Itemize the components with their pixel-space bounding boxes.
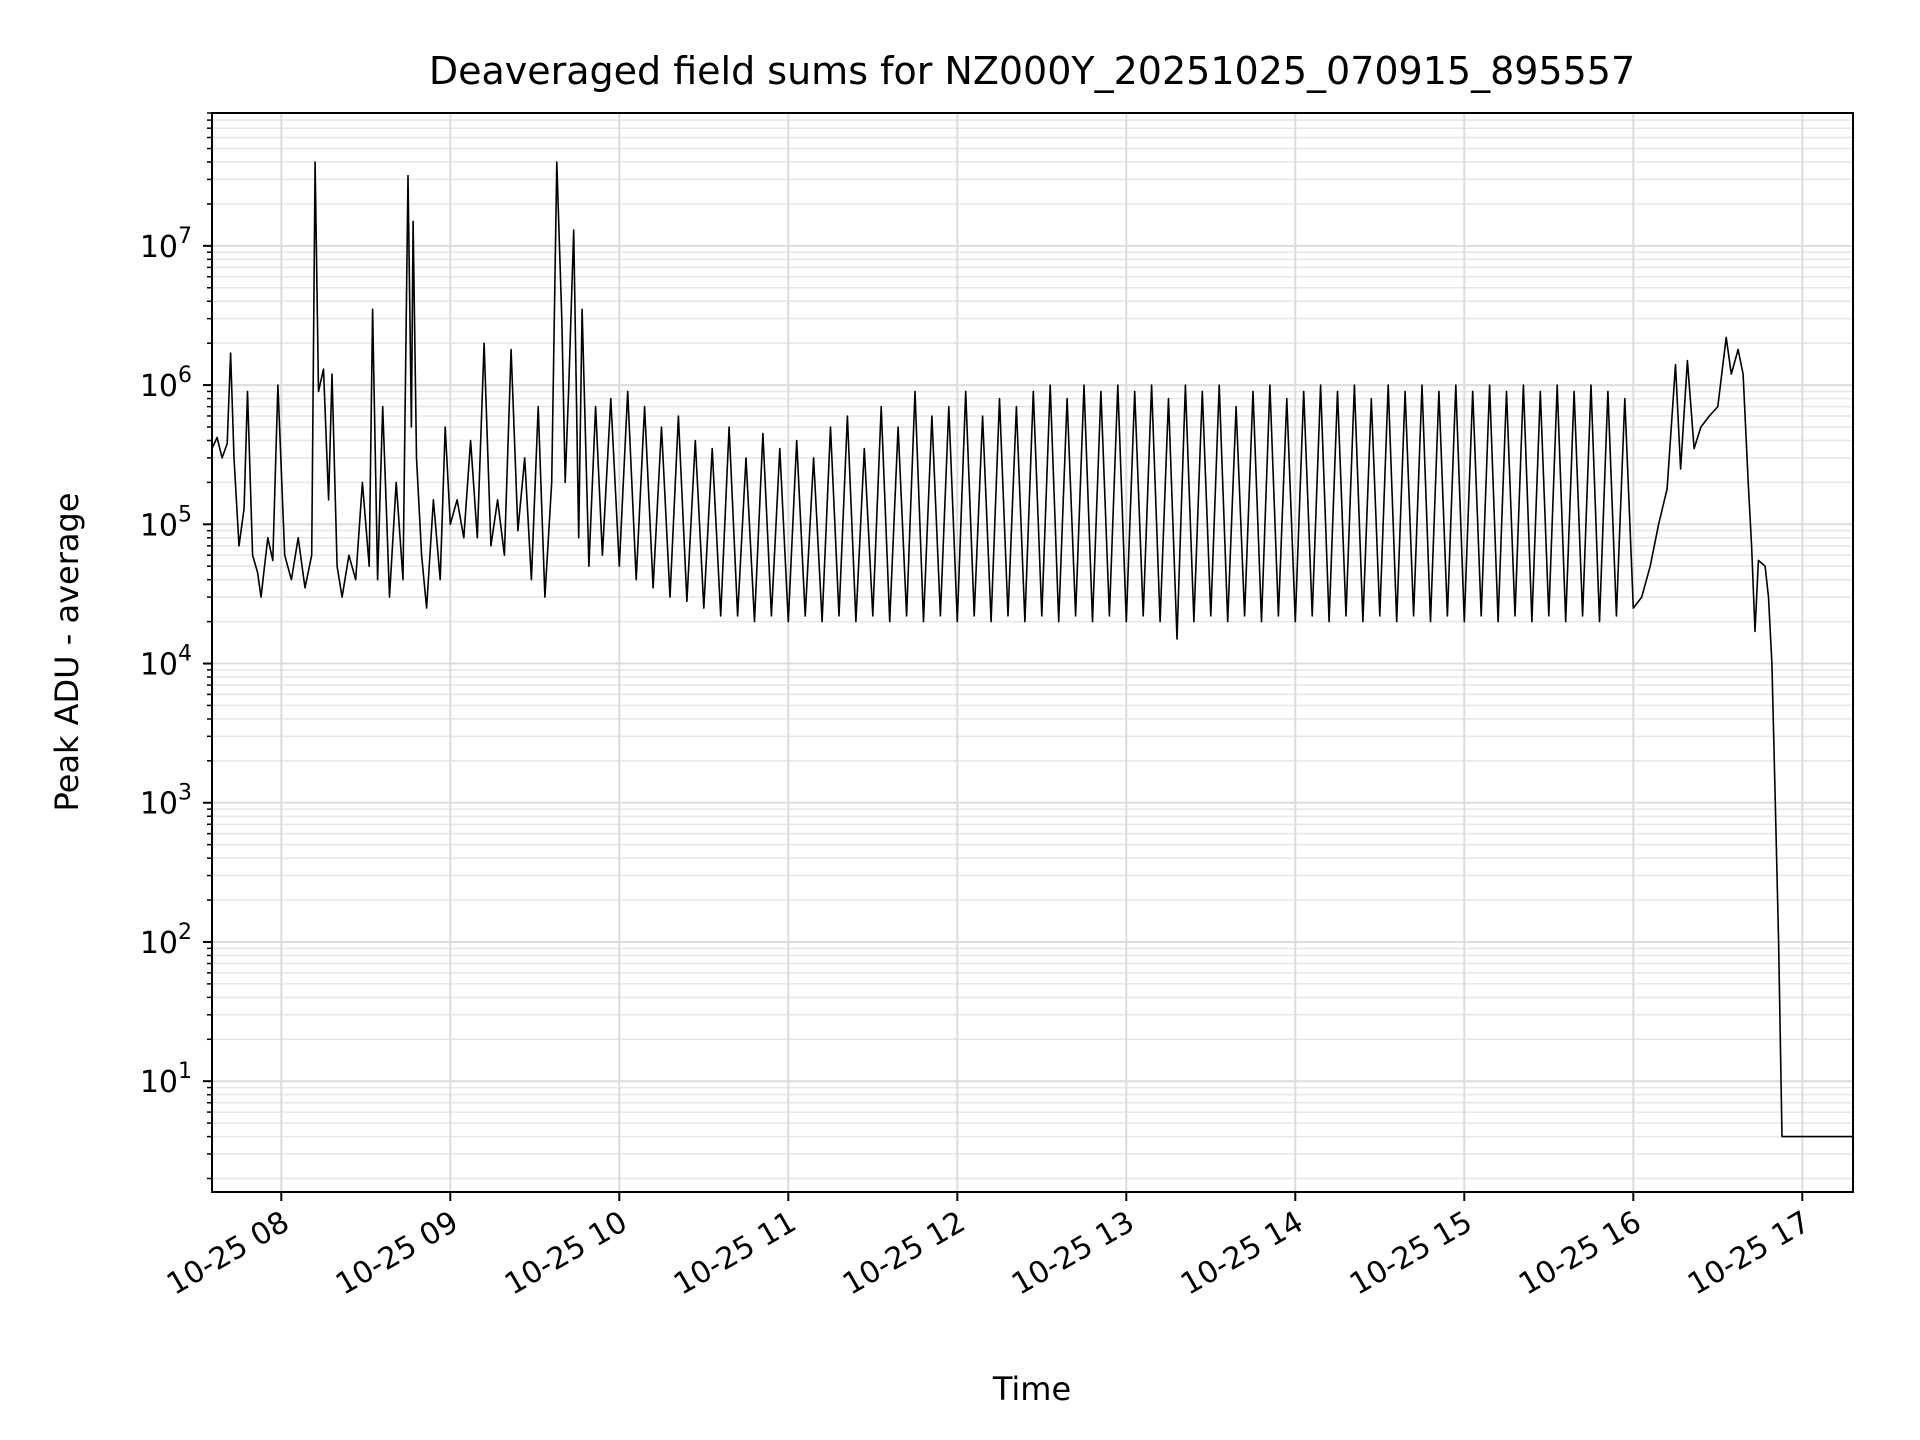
axis-ticks [203,112,1804,1201]
series-line [211,161,1853,1138]
y-tick-base: 10 [140,1065,178,1100]
chart-title: Deaveraged field sums for NZ000Y_2025102… [429,49,1635,93]
y-tick-base: 10 [140,369,178,404]
y-tick-label: 104 [140,642,192,683]
y-tick-exponent: 5 [178,502,192,527]
y-tick-exponent: 4 [178,642,192,667]
y-tick-label: 106 [140,363,192,404]
y-tick-label: 107 [140,224,192,265]
y-tick-base: 10 [140,230,178,265]
y-tick-exponent: 6 [178,363,192,388]
y-tick-exponent: 7 [178,224,192,249]
series-layer [211,161,1853,1138]
y-tick-label: 103 [140,781,192,822]
y-tick-base: 10 [140,926,178,961]
y-tick-base: 10 [140,648,178,683]
y-tick-exponent: 1 [178,1059,192,1084]
y-tick-exponent: 2 [178,920,192,945]
y-tick-base: 10 [140,508,178,543]
grid [212,112,1853,1192]
y-tick-label: 105 [140,502,192,543]
x-axis-title: Time [992,1370,1071,1408]
y-axis-title: Peak ADU - average [48,493,86,812]
y-tick-base: 10 [140,787,178,822]
y-tick-label: 101 [140,1059,192,1100]
y-tick-label: 102 [140,920,192,961]
y-tick-exponent: 3 [178,781,192,806]
plot-frame [211,112,1854,1193]
